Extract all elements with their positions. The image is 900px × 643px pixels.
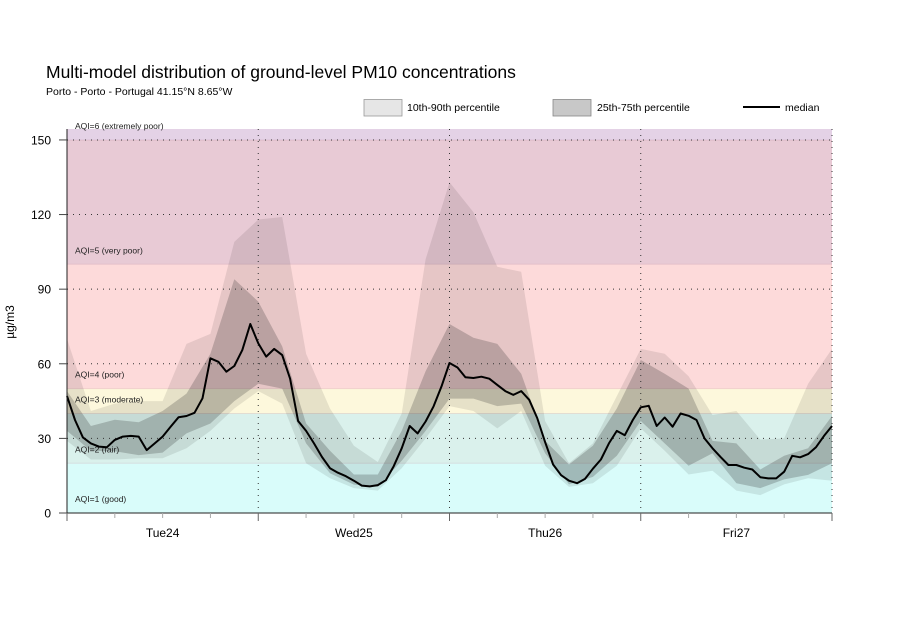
- median-line: [66, 323, 833, 488]
- aqi-band-label: AQI=5 (very poor): [75, 245, 143, 255]
- y-tick-label: 90: [38, 283, 52, 297]
- aqi-band-label: AQI=2 (fair): [75, 444, 119, 454]
- legend-swatch-25-75: [552, 99, 592, 117]
- y-tick-label: 60: [38, 357, 52, 371]
- y-tick-label: 120: [31, 208, 51, 222]
- legend-item-10-90-percentile: 10th-90th percentile: [363, 99, 500, 117]
- y-tick-label: 0: [44, 507, 51, 521]
- chart-title: Multi-model distribution of ground-level…: [46, 62, 516, 82]
- legend-label-25-75: 25th-75th percentile: [597, 102, 690, 114]
- aqi-band-6: [67, 129, 832, 140]
- legend-label-10-90: 10th-90th percentile: [407, 102, 500, 114]
- y-tick-label: 150: [31, 133, 51, 147]
- aqi-band-label: AQI=4 (poor): [75, 370, 125, 380]
- chart-subtitle: Porto - Porto - Portugal 41.15°N 8.65°W: [46, 86, 232, 98]
- area-10-90-percentile: [67, 182, 832, 496]
- aqi-band-label: AQI=1 (good): [75, 494, 126, 504]
- legend-item-median: median: [743, 102, 820, 114]
- legend-swatch-10-90: [363, 99, 403, 117]
- x-tick-label: Fri27: [723, 526, 751, 540]
- median-series: [66, 323, 833, 488]
- legend-label-median: median: [785, 102, 820, 114]
- gridlines: [67, 129, 833, 513]
- axes: 0 30 60 90 120 150 Tue24 Wed25 Thu26 Fri27: [31, 129, 833, 540]
- x-tick-label: Tue24: [146, 526, 180, 540]
- aqi-band-label: AQI=3 (moderate): [75, 395, 143, 405]
- area-25-75-percentile: [67, 279, 832, 489]
- aqi-band-3: [67, 388, 832, 414]
- aqi-band-label: AQI=6 (extremely poor): [75, 121, 164, 131]
- legend: 10th-90th percentile 25th-75th percentil…: [363, 99, 820, 117]
- aqi-labels: AQI=1 (good) AQI=2 (fair) AQI=3 (moderate)…: [75, 121, 164, 504]
- percentile-areas: [67, 182, 832, 496]
- aqi-bands: [67, 129, 832, 513]
- y-tick-label: 30: [38, 432, 52, 446]
- x-tick-label: Wed25: [335, 526, 373, 540]
- legend-item-25-75-percentile: 25th-75th percentile: [552, 99, 690, 117]
- x-tick-label: Thu26: [528, 526, 562, 540]
- y-axis-label: µg/m3: [3, 305, 17, 339]
